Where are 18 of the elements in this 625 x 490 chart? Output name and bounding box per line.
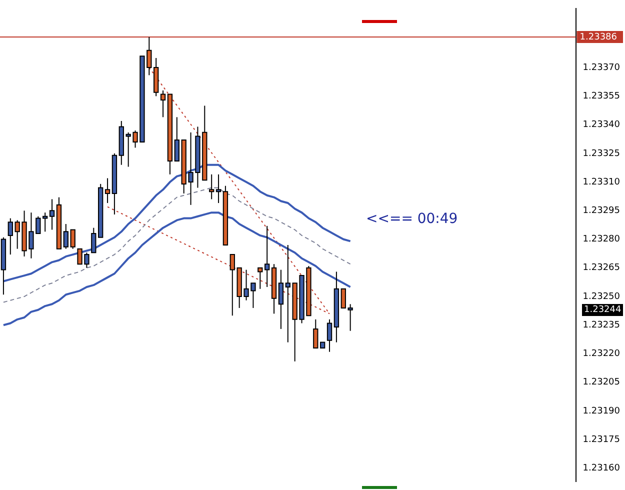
y-tick-label: 1.23325 xyxy=(582,148,620,159)
y-tick-label: 1.23220 xyxy=(582,349,620,360)
y-tick-label: 1.23160 xyxy=(582,464,620,474)
y-tick-label: 1.23265 xyxy=(582,263,620,274)
text: 1.23244 xyxy=(582,304,624,316)
y-tick-label: 1.23340 xyxy=(582,120,620,130)
y-tick-label: 1.23250 xyxy=(582,292,620,302)
y-tick-label: 1.23175 xyxy=(582,434,620,445)
y-tick-label: 1.23190 xyxy=(582,406,620,416)
y-tick-label: 1.23205 xyxy=(582,378,620,388)
annotation: <<== 00:49 xyxy=(366,211,458,227)
ref-line-label: 1.23386 xyxy=(580,32,618,42)
y-tick-label: 1.23295 xyxy=(582,206,620,216)
y-tick-label: 1.23370 xyxy=(582,62,620,73)
y-tick-label: 1.23235 xyxy=(582,320,620,330)
y-tick-label: 1.23355 xyxy=(582,92,620,102)
y-tick-label: 1.23280 xyxy=(582,234,620,245)
y-tick-label: 1.23310 xyxy=(582,177,620,188)
